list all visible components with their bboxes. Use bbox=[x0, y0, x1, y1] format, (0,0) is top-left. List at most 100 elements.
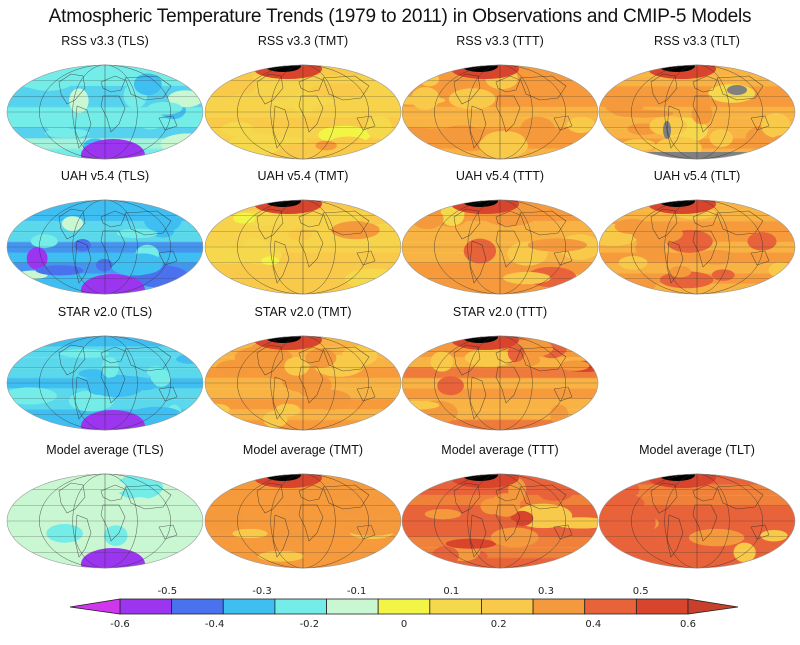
coastline bbox=[74, 376, 92, 420]
field-patch bbox=[691, 103, 713, 125]
coastline bbox=[650, 208, 678, 240]
colorbar-bin bbox=[635, 598, 689, 615]
colorbar-tick-label-bottom: 0.4 bbox=[585, 619, 601, 630]
coastline bbox=[100, 484, 126, 502]
field-patch bbox=[503, 271, 551, 285]
panel-title: Model average (TMT) bbox=[242, 443, 364, 457]
panel-title: UAH v5.4 (TMT) bbox=[257, 169, 349, 183]
coastline bbox=[100, 230, 126, 268]
panel-title: RSS v3.3 (TLT) bbox=[654, 34, 740, 48]
coastline bbox=[322, 75, 370, 101]
coastline bbox=[553, 386, 573, 402]
coastline bbox=[495, 95, 521, 133]
coastline bbox=[495, 366, 521, 404]
coastline bbox=[650, 73, 678, 105]
field-patch bbox=[59, 348, 110, 358]
field-patch bbox=[26, 247, 48, 270]
field-patch bbox=[146, 366, 165, 378]
coastline bbox=[158, 115, 178, 131]
coastline bbox=[495, 484, 521, 502]
field-patch bbox=[232, 528, 268, 539]
map-outline bbox=[6, 199, 204, 295]
panel-title: UAH v5.4 (TTT) bbox=[455, 169, 545, 183]
panel-title: Model average (TLS) bbox=[46, 443, 164, 457]
field-patch bbox=[270, 512, 300, 533]
field-patch bbox=[268, 98, 323, 108]
field-patch bbox=[123, 253, 163, 275]
field-patch bbox=[30, 234, 58, 249]
field-patch bbox=[68, 477, 127, 496]
colorbar-bin bbox=[222, 598, 276, 615]
panel-title: UAH v5.4 (TLS) bbox=[60, 169, 150, 183]
field-patch bbox=[176, 354, 203, 364]
coastline bbox=[256, 73, 284, 105]
map-panel bbox=[401, 199, 599, 295]
field-patch bbox=[613, 109, 674, 118]
field-patch bbox=[411, 87, 440, 110]
field-patch bbox=[331, 221, 380, 240]
field-patch bbox=[432, 546, 459, 565]
coastline bbox=[750, 524, 770, 540]
coastline bbox=[58, 482, 86, 514]
field-extreme-south bbox=[81, 410, 145, 430]
field-patch bbox=[146, 534, 176, 550]
map-panel bbox=[598, 199, 796, 295]
field-patch bbox=[341, 345, 378, 366]
colorbar-tick-label-top: 0.5 bbox=[633, 586, 649, 597]
colorbar-tick-label-bottom: -0.4 bbox=[205, 619, 225, 630]
coastline bbox=[356, 524, 376, 540]
field-patch bbox=[315, 140, 337, 151]
field-patch bbox=[69, 88, 89, 114]
field-patch bbox=[709, 129, 733, 148]
map-outline bbox=[6, 64, 204, 160]
field-patch bbox=[768, 262, 794, 278]
coastline bbox=[553, 250, 573, 266]
field-patch bbox=[327, 270, 351, 290]
colorbar-bin bbox=[377, 598, 431, 615]
coastline bbox=[495, 504, 521, 542]
map-panel bbox=[401, 335, 599, 431]
field-patch bbox=[669, 265, 692, 278]
colorbar-bin bbox=[171, 598, 224, 615]
coastline bbox=[716, 484, 764, 510]
coastline bbox=[74, 514, 92, 558]
field-patch bbox=[437, 376, 464, 396]
coastline bbox=[298, 346, 324, 364]
coastline bbox=[666, 105, 684, 149]
coastline bbox=[272, 376, 290, 420]
map-outline bbox=[401, 335, 599, 431]
coastline bbox=[469, 514, 487, 558]
field-patch bbox=[344, 521, 400, 536]
map-outline bbox=[6, 473, 204, 569]
coastline bbox=[298, 230, 324, 268]
coastline bbox=[124, 484, 172, 510]
coastline bbox=[666, 240, 684, 284]
map-outline bbox=[204, 335, 402, 431]
panel-title: RSS v3.3 (TTT) bbox=[456, 34, 544, 48]
panel-title: STAR v2.0 (TMT) bbox=[254, 305, 352, 319]
coastline bbox=[692, 95, 718, 133]
coastline bbox=[298, 504, 324, 542]
coastline bbox=[124, 210, 172, 236]
coastline bbox=[158, 386, 178, 402]
map-outline bbox=[401, 473, 599, 569]
field-patch bbox=[68, 390, 114, 412]
field-patch bbox=[632, 223, 683, 244]
field-patch bbox=[305, 348, 337, 368]
field-patch bbox=[448, 88, 496, 110]
coastline bbox=[495, 75, 521, 93]
colorbar-bin bbox=[584, 598, 637, 615]
map-panel bbox=[204, 473, 402, 569]
field-patch bbox=[688, 528, 745, 547]
coastline bbox=[322, 484, 370, 510]
field-patch bbox=[74, 239, 92, 252]
coastline bbox=[256, 344, 284, 376]
panel-title: STAR v2.0 (TTT) bbox=[452, 305, 548, 319]
colorbar-bin bbox=[429, 598, 482, 615]
field-patch bbox=[266, 530, 310, 547]
map-outline bbox=[401, 199, 599, 295]
field-patch bbox=[411, 208, 444, 230]
coastline bbox=[553, 115, 573, 131]
coastline bbox=[495, 210, 521, 228]
coastline bbox=[692, 504, 718, 542]
